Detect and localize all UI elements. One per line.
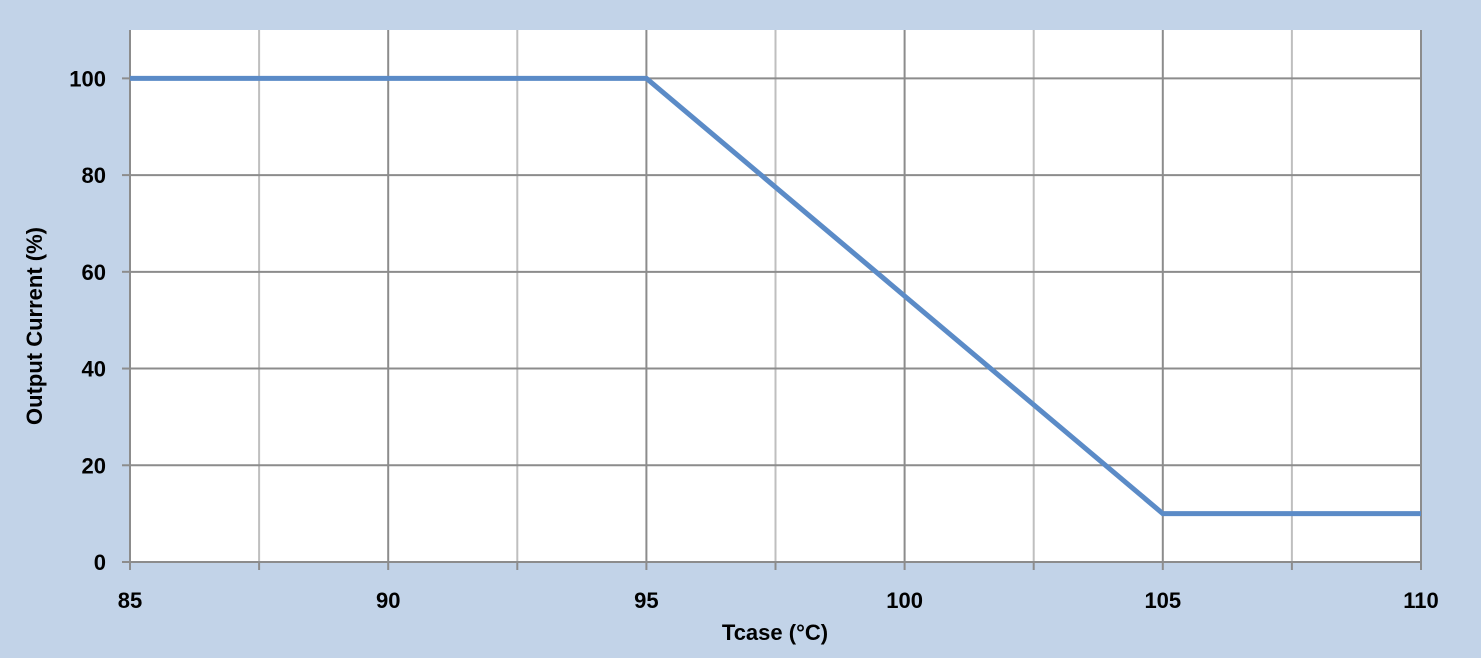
y-tick-label: 80 [82,163,106,188]
y-tick-label: 100 [69,66,106,91]
axes [122,30,1422,570]
x-tick-label: 110 [1403,588,1439,613]
y-tick-label: 40 [82,357,106,382]
y-axis-title: Output Current (%) [22,227,47,425]
x-tick-label: 105 [1144,588,1181,613]
x-tick-label: 85 [118,588,142,613]
x-axis-title: Tcase (°C) [722,620,828,645]
x-tick-label: 100 [886,588,923,613]
y-tick-label: 60 [82,260,106,285]
series-lines [130,75,1421,517]
x-tick-labels: 85 90 95 100 105 110 [118,588,1439,613]
y-tick-label: 0 [94,550,106,575]
x-tick-label: 90 [376,588,400,613]
x-tick-label: 95 [634,588,658,613]
y-tick-labels: 0 20 40 60 80 100 [69,66,106,575]
series-line [130,75,1421,517]
y-tick-label: 20 [82,453,106,478]
minor-gridlines [258,30,1293,562]
